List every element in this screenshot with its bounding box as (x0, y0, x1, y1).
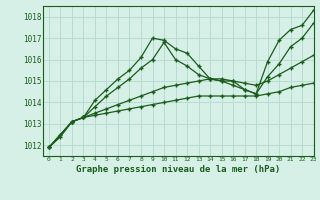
X-axis label: Graphe pression niveau de la mer (hPa): Graphe pression niveau de la mer (hPa) (76, 165, 281, 174)
